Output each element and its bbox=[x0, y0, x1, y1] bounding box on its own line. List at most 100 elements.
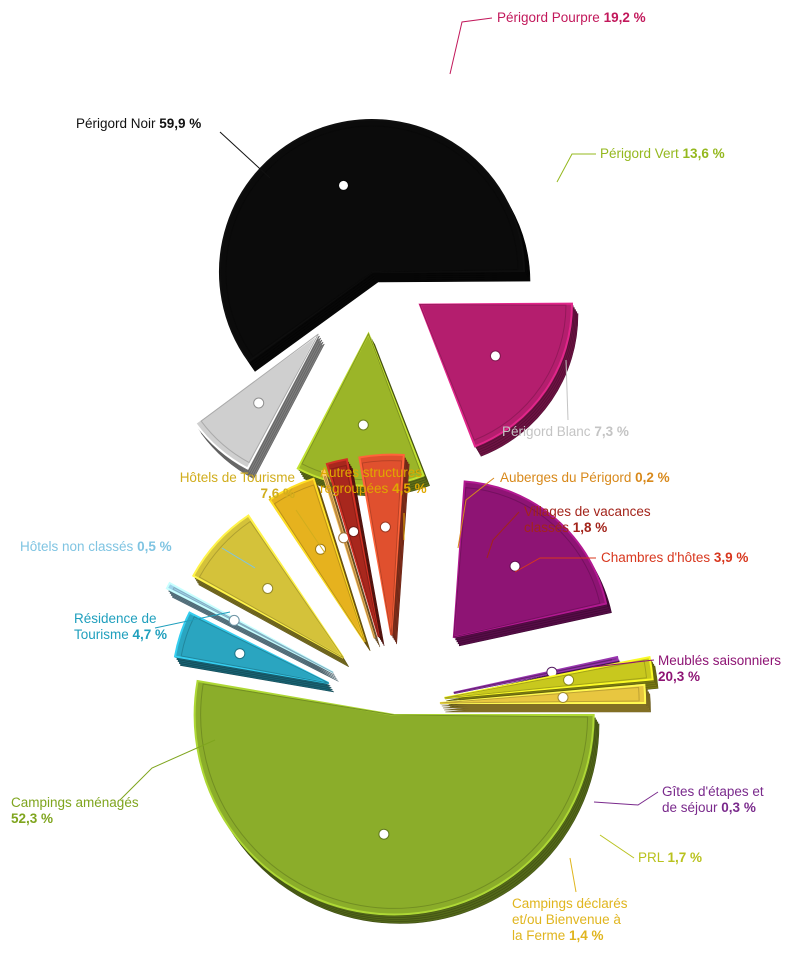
label-value-perigord-pourpre: 19,2 % bbox=[604, 10, 646, 25]
slice-perigord-noir bbox=[219, 119, 531, 372]
label-line: 52,3 % bbox=[11, 811, 53, 826]
slice-bevel-hotels-non-classes bbox=[172, 586, 334, 673]
label-gites-d-etapes-et-de-sejour: Gîtes d'étapes et de séjour 0,3 % bbox=[662, 784, 764, 815]
label-chambres-d-hotes: Chambres d'hôtes 3,9 % bbox=[601, 550, 748, 565]
leader-line-perigord-vert bbox=[556, 153, 596, 183]
slice-marker-residence-de-tourisme bbox=[234, 648, 246, 660]
leader-line-perigord-pourpre bbox=[449, 17, 493, 75]
label-meubles-saisonniers: Meublés saisonniers 20,3 % bbox=[658, 653, 781, 684]
slice-auberges-du-perigord bbox=[320, 469, 381, 648]
slice-face-campings-declares-et-ou-bienvenue-a-la-ferme bbox=[439, 683, 647, 705]
label-auberges-du-perigord: Auberges du Périgord 0,2 % bbox=[500, 470, 670, 485]
leader-line-campings-amenages bbox=[119, 739, 216, 801]
label-value-perigord-blanc: 7,3 % bbox=[594, 424, 629, 439]
label-prl: PRL 1,7 % bbox=[638, 850, 702, 865]
slice-autres-structures-regroupees bbox=[268, 477, 371, 652]
slice-marker-perigord-blanc bbox=[253, 397, 265, 409]
label-value-residence-de-tourisme: 4,7 % bbox=[133, 627, 168, 642]
slice-bevel-chambres-d-hotes bbox=[361, 460, 403, 636]
slice-face-chambres-d-hotes bbox=[358, 453, 405, 636]
slice-bevel-campings-declares-et-ou-bienvenue-a-la-ferme bbox=[439, 686, 640, 704]
label-line: Tourisme 4,7 % bbox=[74, 627, 167, 642]
leader-line-perigord-blanc bbox=[565, 359, 569, 421]
leader-line-gites-d-etapes-et-de-sejour bbox=[593, 791, 659, 806]
slice-bevel-prl bbox=[444, 659, 648, 699]
slice-perigord-vert bbox=[296, 331, 430, 497]
slice-campings-declares-et-ou-bienvenue-a-la-ferme bbox=[439, 683, 651, 713]
label-campings-amenages: Campings aménagés 52,3 % bbox=[11, 795, 139, 826]
leader-line-hotels-non-classes bbox=[221, 547, 256, 569]
label-line: Auberges du Périgord 0,2 % bbox=[500, 470, 670, 485]
slice-bevel-perigord-noir bbox=[225, 125, 519, 358]
slice-bevel-residence-de-tourisme bbox=[180, 616, 329, 684]
slice-face-autres-structures-regroupees bbox=[268, 477, 366, 643]
label-line: Résidence de bbox=[74, 611, 157, 626]
slice-villages-de-vacances-classes bbox=[325, 458, 385, 646]
slice-bevel-hotels-de-tourisme bbox=[198, 520, 344, 659]
leader-line-chambres-d-hotes bbox=[514, 557, 596, 573]
label-line: la Ferme 1,4 % bbox=[512, 928, 604, 943]
label-line: Campings déclarés bbox=[512, 896, 628, 911]
label-hotels-non-classes: Hôtels non classés 0,5 % bbox=[20, 539, 172, 554]
leader-line-residence-de-tourisme bbox=[154, 611, 231, 629]
slice-marker-prl bbox=[563, 674, 575, 686]
label-line: Campings aménagés bbox=[11, 795, 139, 810]
slice-face-residence-de-tourisme bbox=[173, 611, 330, 684]
slice-marker-hotels-non-classes bbox=[228, 614, 240, 626]
label-value-campings-declares-et-ou-bienvenue-a-la-ferme: 1,4 % bbox=[569, 928, 604, 943]
label-villages-de-vacances-classes: Villages de vacances classés 1,8 % bbox=[524, 504, 651, 535]
label-line: Meublés saisonniers bbox=[658, 653, 781, 668]
label-line: Chambres d'hôtes 3,9 % bbox=[601, 550, 748, 565]
slice-marker-campings-amenages bbox=[378, 828, 390, 840]
label-line: PRL 1,7 % bbox=[638, 850, 702, 865]
slice-marker-autres-structures-regroupees bbox=[315, 543, 326, 555]
label-line: Périgord Blanc 7,3 % bbox=[502, 424, 629, 439]
label-line: Périgord Noir 59,9 % bbox=[76, 116, 201, 131]
label-value-chambres-d-hotes: 3,9 % bbox=[714, 550, 749, 565]
slice-chambres-d-hotes bbox=[358, 453, 410, 645]
slice-face-perigord-vert bbox=[296, 331, 425, 487]
slice-marker-perigord-noir bbox=[338, 179, 349, 191]
label-line: Villages de vacances bbox=[524, 504, 651, 519]
slice-bevel-meubles-saisonniers bbox=[453, 487, 601, 638]
slice-residence-de-tourisme bbox=[173, 611, 335, 693]
label-value-autres-structures-regroupees: 4,5 % bbox=[392, 481, 427, 496]
slice-prl bbox=[444, 655, 659, 708]
slice-marker-campings-declares-et-ou-bienvenue-a-la-ferme bbox=[557, 692, 569, 703]
label-value-perigord-vert: 13,6 % bbox=[683, 146, 725, 161]
label-value-villages-de-vacances-classes: 1,8 % bbox=[573, 520, 608, 535]
slice-bevel-campings-amenages bbox=[200, 683, 589, 909]
slice-perigord-pourpre bbox=[418, 302, 579, 457]
label-value-auberges-du-perigord: 0,2 % bbox=[635, 470, 670, 485]
label-perigord-vert: Périgord Vert 13,6 % bbox=[600, 146, 725, 161]
label-line: Périgord Vert 13,6 % bbox=[600, 146, 725, 161]
slice-marker-perigord-pourpre bbox=[489, 350, 501, 362]
leader-line-auberges-du-perigord bbox=[457, 477, 495, 549]
label-value-gites-d-etapes-et-de-sejour: 0,3 % bbox=[721, 800, 756, 815]
label-line: et/ou Bienvenue à bbox=[512, 912, 621, 927]
leader-line-hotels-de-tourisme bbox=[295, 509, 326, 554]
leader-line-villages-de-vacances-classes bbox=[486, 511, 520, 559]
slice-hotels-non-classes bbox=[165, 581, 339, 682]
label-line: Périgord Pourpre 19,2 % bbox=[497, 10, 646, 25]
leader-line-campings-declares-et-ou-bienvenue-a-la-ferme bbox=[569, 857, 577, 893]
slice-marker-perigord-vert bbox=[357, 419, 369, 431]
slice-bevel-perigord-vert bbox=[301, 332, 421, 481]
slice-marker-villages-de-vacances-classes bbox=[348, 526, 360, 538]
label-line: regroupées 4,5 % bbox=[320, 481, 427, 496]
slice-marker-hotels-de-tourisme bbox=[262, 583, 274, 594]
slice-face-meubles-saisonniers bbox=[452, 480, 608, 639]
label-perigord-blanc: Périgord Blanc 7,3 % bbox=[502, 424, 629, 439]
slice-face-perigord-pourpre bbox=[418, 302, 573, 448]
label-value-prl: 1,7 % bbox=[668, 850, 703, 865]
label-line: Autres structures bbox=[320, 465, 422, 480]
slice-marker-meubles-saisonniers bbox=[509, 560, 521, 572]
slice-bevel-perigord-blanc bbox=[200, 333, 319, 464]
leader-line-meubles-saisonniers bbox=[592, 659, 655, 668]
leader-line-prl bbox=[599, 834, 635, 859]
slice-marker-chambres-d-hotes bbox=[379, 521, 391, 533]
bottom-pie-chart: Campings aménagés 52,3 % Résidence de Touri… bbox=[11, 453, 781, 943]
label-line: Gîtes d'étapes et bbox=[662, 784, 764, 799]
label-value-hotels-non-classes: 0,5 % bbox=[137, 539, 172, 554]
leader-line-perigord-noir bbox=[219, 131, 271, 179]
